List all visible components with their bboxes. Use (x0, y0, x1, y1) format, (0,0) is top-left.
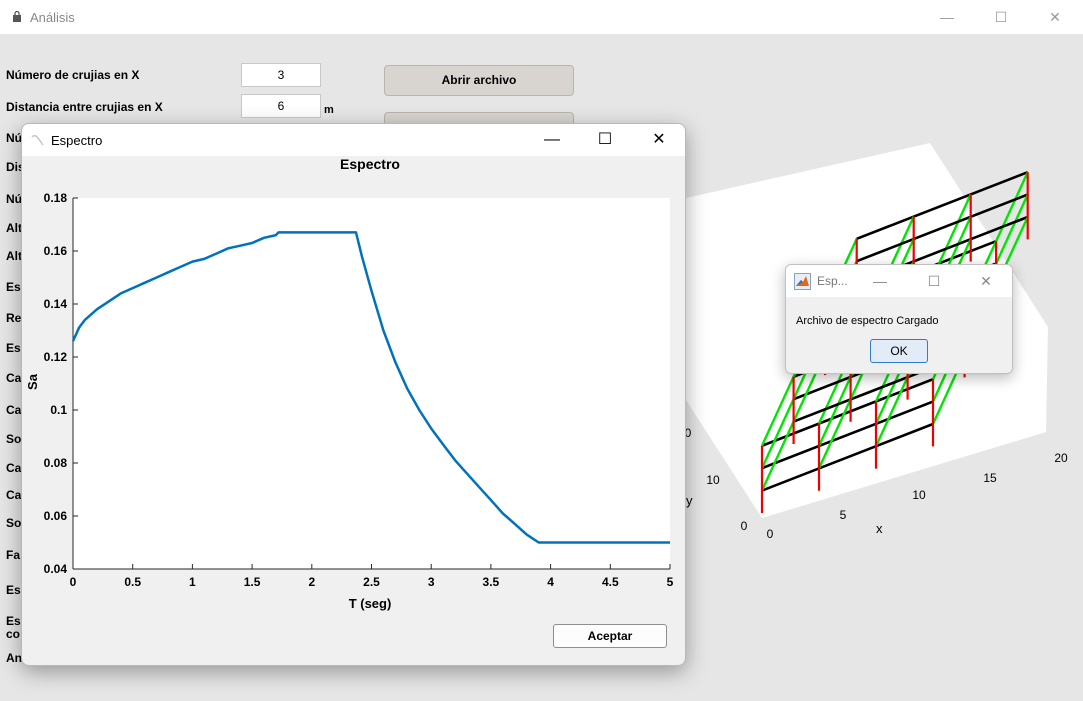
distancia-x-unit: m (324, 104, 334, 116)
spectrum-close-button[interactable]: ✕ (652, 131, 666, 148)
frame-y-tick: 0 (685, 426, 692, 440)
x-tick-label: 2.5 (363, 575, 380, 589)
crujias-x-label: Número de crujias en X (6, 68, 140, 82)
x-tick-label: 2 (308, 575, 315, 589)
matlab-icon (794, 273, 811, 290)
chart-title: Espectro (340, 156, 400, 172)
obscured-field-label: Alt (6, 221, 22, 235)
ok-button[interactable]: OK (870, 339, 928, 363)
distancia-x-label: Distancia entre crujias en X (6, 100, 163, 114)
y-tick-label: 0.12 (44, 350, 68, 364)
obscured-field-label: Re (6, 311, 22, 325)
spectrum-window: Espectro — ☐ ✕ Espectro 0 0.5 1 1.5 2 2.5 3 3.5… (21, 123, 686, 666)
x-tick-label: 5 (667, 575, 674, 589)
y-tick-label: 0.08 (44, 456, 68, 470)
x-tick-label: 3 (428, 575, 435, 589)
frame-y-tick: 0 (741, 519, 748, 533)
obscured-field-label: Es (6, 583, 21, 597)
obscured-field-label: Es (6, 614, 21, 628)
crujias-x-input[interactable]: 3 (241, 63, 321, 87)
frame-x-tick: 15 (983, 471, 997, 485)
y-tick-label: 0.18 (44, 191, 68, 205)
obscured-field-label: Ca (6, 461, 22, 475)
message-maximize-button[interactable]: ☐ (927, 273, 941, 289)
app-icon (13, 11, 21, 22)
spectrum-minimize-button[interactable]: — (544, 131, 560, 148)
x-tick-label: 4.5 (602, 575, 619, 589)
frame-x-label: x (876, 521, 883, 536)
message-box-title: Esp... (817, 274, 848, 288)
obscured-field-label: Ca (6, 488, 22, 502)
obscured-field-label: Dis (6, 160, 25, 174)
frame-y-label: y (686, 493, 693, 508)
main-titlebar: Análisis — ☐ ✕ (0, 0, 1083, 34)
frame-member (856, 170, 1029, 241)
frame-x-tick: 5 (840, 508, 847, 522)
obscured-field-label: Nú (6, 131, 22, 145)
obscured-field-label: co (6, 627, 21, 641)
main-window-title: Análisis (30, 10, 75, 25)
x-tick-label: 0 (70, 575, 77, 589)
y-tick-label: 0.04 (44, 562, 68, 576)
chart-ticks: 0 0.5 1 1.5 2 2.5 3 3.5 4 4.5 5 0.04 0.06 0.08 0.1 0.12… (44, 191, 674, 589)
frame-member (761, 400, 934, 470)
x-tick-label: 3.5 (483, 575, 500, 589)
y-tick-label: 0.14 (44, 297, 68, 311)
chart-ylabel: Sa (25, 373, 40, 390)
obscured-field-label: Ca (6, 371, 22, 385)
frame-member (856, 193, 1029, 263)
distancia-x-input[interactable]: 6 (241, 94, 321, 118)
x-tick-label: 1 (189, 575, 196, 589)
spectrum-window-title: Espectro (51, 133, 103, 148)
y-tick-label: 0.06 (44, 509, 68, 523)
message-close-button[interactable]: ✕ (980, 273, 992, 289)
spectrum-titlebar: Espectro — ☐ ✕ (22, 124, 685, 156)
frame-member (761, 377, 934, 448)
x-tick-label: 4 (547, 575, 554, 589)
obscured-field-label: So (6, 516, 22, 530)
frame-x-tick: 10 (912, 488, 926, 502)
spectrum-maximize-button[interactable]: ☐ (597, 131, 613, 148)
figure-icon (31, 134, 44, 146)
frame-x-tick: 0 (767, 527, 774, 541)
chart-xlabel: T (seg) (349, 596, 392, 611)
obscured-field-label: Es (6, 341, 21, 355)
spectrum-series-line (71, 231, 670, 544)
maximize-button[interactable]: ☐ (994, 9, 1008, 25)
frame-x-tick: 20 (1054, 451, 1068, 465)
aceptar-button[interactable]: Aceptar (553, 624, 667, 648)
frame-member (761, 422, 934, 492)
plot-area (73, 198, 670, 569)
y-tick-label: 0.1 (50, 403, 67, 417)
frame-3d-ticks: 0 5 10 15 20 0 10 0 (685, 426, 1068, 541)
x-tick-label: 1.5 (244, 575, 261, 589)
frame-y-tick: 10 (706, 473, 720, 487)
message-box-titlebar: Esp... — ☐ ✕ (786, 265, 1012, 297)
obscured-field-label: Alt (6, 249, 22, 263)
obscured-field-label: An (6, 651, 22, 665)
minimize-button[interactable]: — (940, 9, 954, 25)
obscured-field-label: Fa (6, 548, 21, 562)
obscured-field-label: Ca (6, 403, 22, 417)
message-minimize-button[interactable]: — (873, 273, 887, 289)
obscured-field-label: Nú (6, 192, 22, 206)
close-button[interactable]: ✕ (1049, 9, 1061, 25)
y-tick-label: 0.16 (44, 244, 68, 258)
obscured-field-label: So (6, 432, 22, 446)
open-file-button[interactable]: Abrir archivo (384, 65, 574, 96)
obscured-field-label: Es (6, 280, 21, 294)
message-text: Archivo de espectro Cargado (796, 315, 939, 327)
x-tick-label: 0.5 (124, 575, 141, 589)
message-box: Esp... — ☐ ✕ Archivo de espectro Cargado… (785, 264, 1013, 374)
spectrum-chart: Espectro 0 0.5 1 1.5 2 2.5 3 3.5 4 4.5 5 0.04 0.06 0.… (25, 156, 674, 611)
